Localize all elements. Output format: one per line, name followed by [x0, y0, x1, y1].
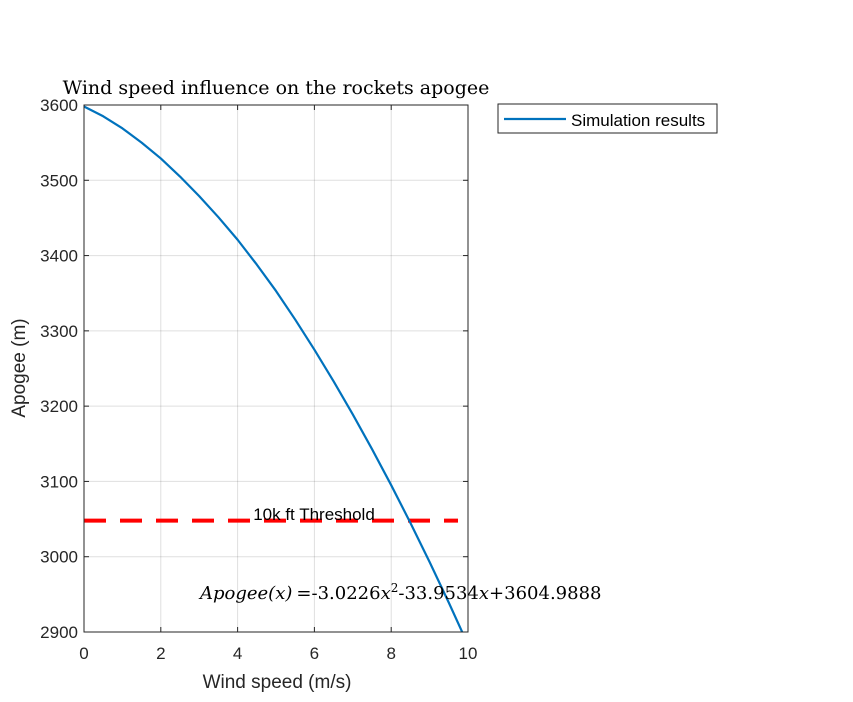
equation-b: -33.9534 — [398, 583, 479, 604]
equation-annotation: Apogee(x) =-3.0226x2-33.9534x+3604.9888 — [198, 581, 601, 604]
x-tick-label: 10 — [459, 644, 478, 663]
y-tick-label: 2900 — [40, 623, 78, 642]
x-tick-label: 2 — [156, 644, 165, 663]
legend-label: Simulation results — [571, 111, 705, 130]
y-tick-label: 3200 — [40, 397, 78, 416]
x-tick-label: 8 — [386, 644, 395, 663]
legend: Simulation results — [497, 103, 718, 134]
x-axis-label: Wind speed (m/s) — [203, 672, 352, 693]
threshold-label: 10k ft Threshold — [253, 505, 375, 524]
ticks: 0 2 4 6 8 10 2900 3000 3100 3200 3300 3400 3500 3600 — [40, 96, 477, 663]
equation-lhs: Apogee(x) — [198, 583, 292, 604]
y-tick-label: 3500 — [40, 171, 78, 190]
x-tick-label: 6 — [310, 644, 319, 663]
equation-exp: 2 — [391, 581, 399, 595]
x-tick-label: 0 — [79, 644, 88, 663]
chart-title: Wind speed influence on the rockets apog… — [63, 77, 490, 99]
y-tick-label: 3100 — [40, 472, 78, 491]
equation-x2: x — [479, 583, 489, 604]
equation-eq: = — [296, 583, 311, 604]
axes-box — [83, 104, 469, 633]
series-line — [84, 105, 464, 632]
plot-area — [84, 105, 468, 632]
equation-a: -3.0226 — [311, 583, 380, 604]
equation-x1: x — [381, 583, 391, 604]
series-group — [84, 105, 464, 632]
y-tick-label: 3600 — [40, 96, 78, 115]
y-tick-label: 3400 — [40, 247, 78, 266]
x-tick-label: 4 — [233, 644, 242, 663]
y-tick-label: 3300 — [40, 322, 78, 341]
equation-c: +3604.9888 — [489, 583, 601, 604]
y-tick-label: 3000 — [40, 548, 78, 567]
y-axis-label: Apogee (m) — [9, 318, 30, 417]
